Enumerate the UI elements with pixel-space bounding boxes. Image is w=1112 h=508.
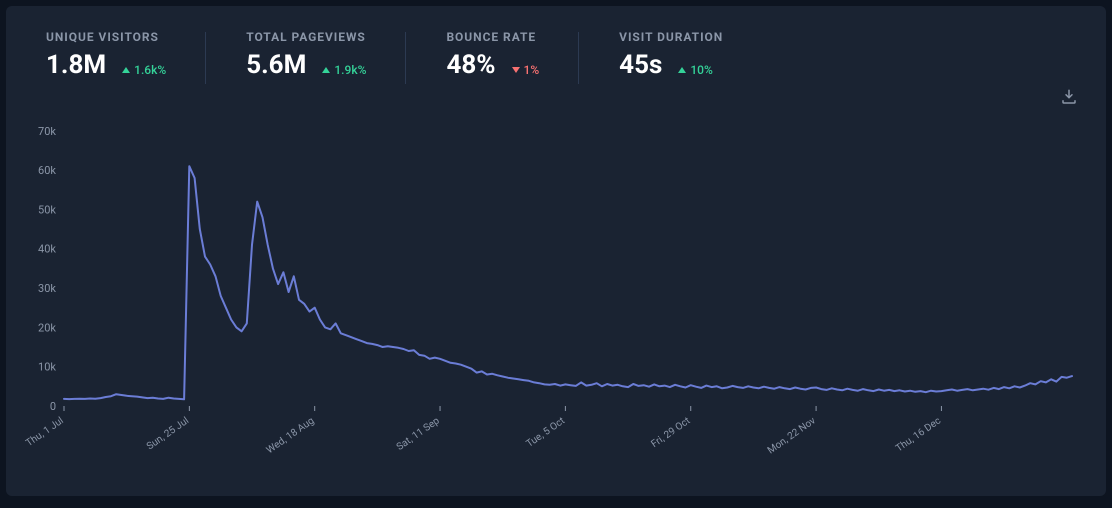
x-tick: Fri, 29 Oct: [649, 406, 692, 450]
visitors-chart: 0 10k 20k 30k 40k 50k 60k 70k Thu, 1 Jul Sun, 25 …: [24, 111, 1082, 478]
y-tick-label: 40k: [38, 243, 56, 256]
y-tick: 0: [50, 400, 56, 413]
metric-label: TOTAL PAGEVIEWS: [246, 30, 366, 44]
x-tick: Sat, 11 Sep: [395, 406, 442, 453]
x-tick: Thu, 1 Jul: [24, 406, 66, 449]
x-tick-label: Sun, 25 Jul: [145, 415, 191, 452]
metric-label: BOUNCE RATE: [446, 30, 539, 44]
y-tick-label: 50k: [38, 203, 56, 216]
x-tick-label: Mon, 22 Nov: [766, 415, 818, 456]
metric-bounce-rate[interactable]: BOUNCE RATE 48% 1%: [406, 30, 579, 78]
metric-label: UNIQUE VISITORS: [46, 30, 166, 44]
metric-unique-visitors[interactable]: UNIQUE VISITORS 1.8M 1.6k%: [46, 30, 206, 78]
y-tick: 10k: [38, 361, 56, 374]
metric-delta-value: 10%: [690, 63, 712, 77]
y-tick-label: 0: [50, 400, 56, 413]
x-tick: Mon, 22 Nov: [766, 406, 818, 456]
x-tick-label: Thu, 1 Jul: [24, 415, 66, 449]
metric-delta-value: 1.6k%: [134, 63, 166, 77]
y-tick: 60k: [38, 164, 56, 177]
analytics-card: UNIQUE VISITORS 1.8M 1.6k% TOTAL PAGEVIEWS 5…: [6, 6, 1106, 496]
x-tick-label: Thu, 16 Dec: [894, 415, 943, 454]
x-tick: Wed, 18 Aug: [265, 406, 317, 456]
y-tick-label: 20k: [38, 321, 56, 334]
metric-delta-value: 1%: [524, 63, 540, 77]
metric-total-pageviews[interactable]: TOTAL PAGEVIEWS 5.6M 1.9k%: [206, 30, 406, 78]
metric-visit-duration[interactable]: VISIT DURATION 45s 10%: [579, 30, 763, 78]
arrow-up-icon: [122, 67, 130, 73]
arrow-up-icon: [678, 67, 686, 73]
y-tick: 20k: [38, 321, 56, 334]
metric-value: 48%: [446, 52, 495, 78]
x-tick-label: Fri, 29 Oct: [649, 415, 692, 450]
y-tick-label: 10k: [38, 361, 56, 374]
x-tick-label: Sat, 11 Sep: [395, 415, 442, 453]
y-tick: 50k: [38, 203, 56, 216]
metric-delta: 1%: [512, 63, 540, 77]
y-tick: 70k: [38, 125, 56, 138]
arrow-down-icon: [512, 67, 520, 73]
metric-delta: 10%: [678, 63, 712, 77]
y-tick: 30k: [38, 282, 56, 295]
x-tick: Tue, 5 Oct: [525, 406, 568, 450]
x-tick: Sun, 25 Jul: [145, 406, 191, 452]
metric-delta: 1.9k%: [322, 63, 366, 77]
y-tick: 40k: [38, 243, 56, 256]
metrics-row: UNIQUE VISITORS 1.8M 1.6k% TOTAL PAGEVIEWS 5…: [6, 6, 1106, 78]
x-tick-label: Tue, 5 Oct: [525, 415, 568, 449]
y-tick-label: 70k: [38, 125, 56, 138]
metric-value: 1.8M: [46, 52, 106, 78]
metric-delta: 1.6k%: [122, 63, 166, 77]
metric-delta-value: 1.9k%: [334, 63, 366, 77]
y-tick-label: 60k: [38, 164, 56, 177]
metric-label: VISIT DURATION: [619, 30, 723, 44]
arrow-up-icon: [322, 67, 330, 73]
chart-line: [64, 166, 1072, 399]
y-tick-label: 30k: [38, 282, 56, 295]
x-tick: Thu, 16 Dec: [894, 406, 943, 454]
x-tick-label: Wed, 18 Aug: [265, 415, 317, 456]
metric-value: 45s: [619, 52, 662, 78]
chart-svg: 0 10k 20k 30k 40k 50k 60k 70k Thu, 1 Jul Sun, 25 …: [24, 111, 1082, 478]
download-icon: [1060, 88, 1078, 106]
metric-value: 5.6M: [246, 52, 306, 78]
download-button[interactable]: [1060, 88, 1078, 106]
